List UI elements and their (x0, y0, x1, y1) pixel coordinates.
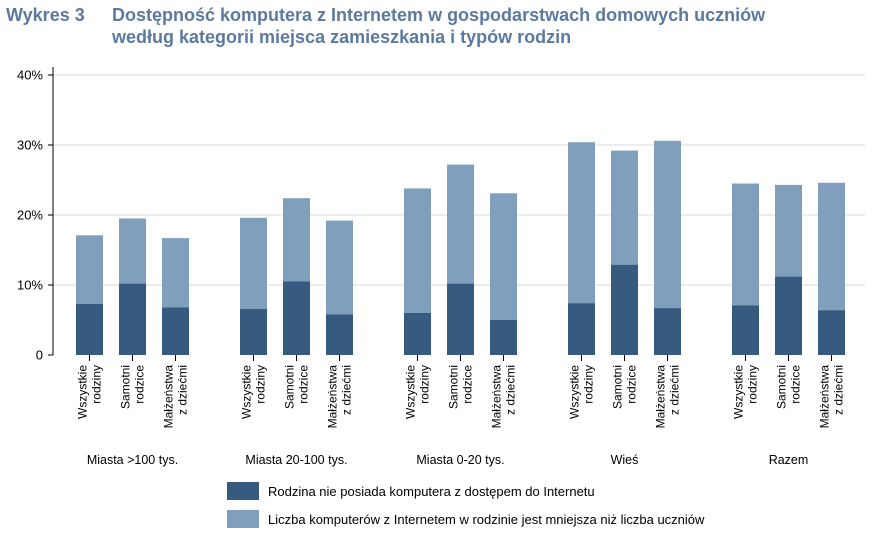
bar-segment-light (283, 198, 310, 282)
y-tick-label: 20% (17, 208, 43, 223)
bar-segment-dark (326, 314, 353, 355)
figure-label: Wykres 3 (6, 5, 85, 25)
x-tick-label: rodziny (418, 365, 432, 404)
bar-segment-light (490, 193, 517, 320)
bar-segment-dark (162, 307, 189, 355)
bar-segment-light (119, 218, 146, 284)
title-line-1: Dostępność komputera z Internetem w gosp… (112, 5, 766, 25)
title-line-2: według kategorii miejsca zamieszkania i … (112, 27, 572, 47)
legend-swatch-light (227, 510, 259, 528)
bar-segment-light (447, 164, 474, 284)
x-tick-label: rodzice (625, 365, 639, 404)
x-tick-label: z dziećmi (504, 365, 518, 415)
chart-title: Wykres 3 Dostępność komputera z Internete… (6, 4, 891, 48)
bar-segment-light (404, 188, 431, 313)
bar-segment-dark (732, 305, 759, 355)
x-tick-label: Samotni (283, 365, 297, 409)
bar-segment-light (611, 150, 638, 265)
x-tick-label: Małżeństwa (818, 365, 832, 429)
x-tick-label: Wszystkie (76, 365, 90, 419)
x-tick-label: Samotni (119, 365, 133, 409)
y-tick-label: 0 (36, 348, 43, 363)
x-tick-label: Wszystkie (404, 365, 418, 419)
x-tick-label: rodzice (789, 365, 803, 404)
x-tick-label: z dziećmi (832, 365, 846, 415)
bar-segment-dark (775, 276, 802, 355)
y-tick-label: 40% (17, 68, 43, 83)
group-label: Miasta 20-100 tys. (245, 453, 347, 467)
group-label: Miasta 0-20 tys. (416, 453, 504, 467)
bar-segment-dark (76, 303, 103, 355)
bar-segment-light (654, 140, 681, 309)
bar-segment-light (162, 238, 189, 308)
x-tick-label: Małżeństwa (162, 365, 176, 429)
x-tick-label: Wszystkie (732, 365, 746, 419)
legend-swatch-dark (227, 482, 259, 500)
bar-segment-light (240, 217, 267, 309)
y-tick-label: 10% (17, 278, 43, 293)
bar-segment-dark (447, 283, 474, 355)
bar-segment-dark (611, 264, 638, 355)
bar-segment-light (76, 235, 103, 304)
bar-segment-dark (490, 320, 517, 355)
x-tick-label: Małżeństwa (326, 365, 340, 429)
legend-item-no-computer: Rodzina nie posiada komputera z dostępem… (227, 480, 704, 502)
bar-segment-dark (568, 303, 595, 355)
x-tick-label: rodzice (461, 365, 475, 404)
x-tick-label: z dziećmi (340, 365, 354, 415)
x-tick-label: Samotni (447, 365, 461, 409)
x-tick-label: Samotni (611, 365, 625, 409)
x-tick-label: rodzice (297, 365, 311, 404)
bar-segment-dark (818, 310, 845, 355)
bar-segment-light (732, 183, 759, 306)
legend: Rodzina nie posiada komputera z dostępem… (227, 480, 704, 536)
bar-segment-dark (119, 283, 146, 355)
x-tick-label: rodziny (90, 365, 104, 404)
x-tick-label: rodzice (133, 365, 147, 404)
stacked-bar-chart: 010%20%30%40%Wszystkie rodziny Samotni rodz… (17, 67, 865, 467)
bar-segment-dark (283, 281, 310, 355)
x-tick-label: rodziny (254, 365, 268, 404)
x-tick-label: Małżeństwa (654, 365, 668, 429)
legend-item-fewer-computers: Liczba komputerów z Internetem w rodzini… (227, 508, 704, 530)
y-tick-label: 30% (17, 138, 43, 153)
bar-segment-dark (240, 308, 267, 355)
legend-label: Rodzina nie posiada komputera z dostępem… (268, 483, 595, 499)
bar-segment-light (568, 142, 595, 304)
x-tick-label: rodziny (582, 365, 596, 404)
x-tick-label: rodziny (746, 365, 760, 404)
bar-segment-dark (404, 313, 431, 355)
group-label: Miasta >100 tys. (87, 453, 178, 467)
bar-segment-light (775, 184, 802, 277)
x-tick-label: Samotni (775, 365, 789, 409)
x-tick-label: Wszystkie (568, 365, 582, 419)
bar-segment-dark (654, 308, 681, 355)
bar-segment-light (818, 182, 845, 311)
group-label: Wieś (611, 453, 639, 467)
x-tick-label: Małżeństwa (490, 365, 504, 429)
legend-label: Liczba komputerów z Internetem w rodzini… (268, 511, 705, 527)
x-tick-label: z dziećmi (176, 365, 190, 415)
group-label: Razem (769, 453, 809, 467)
x-tick-label: z dziećmi (668, 365, 682, 415)
x-tick-label: Wszystkie (240, 365, 254, 419)
bar-segment-light (326, 220, 353, 315)
